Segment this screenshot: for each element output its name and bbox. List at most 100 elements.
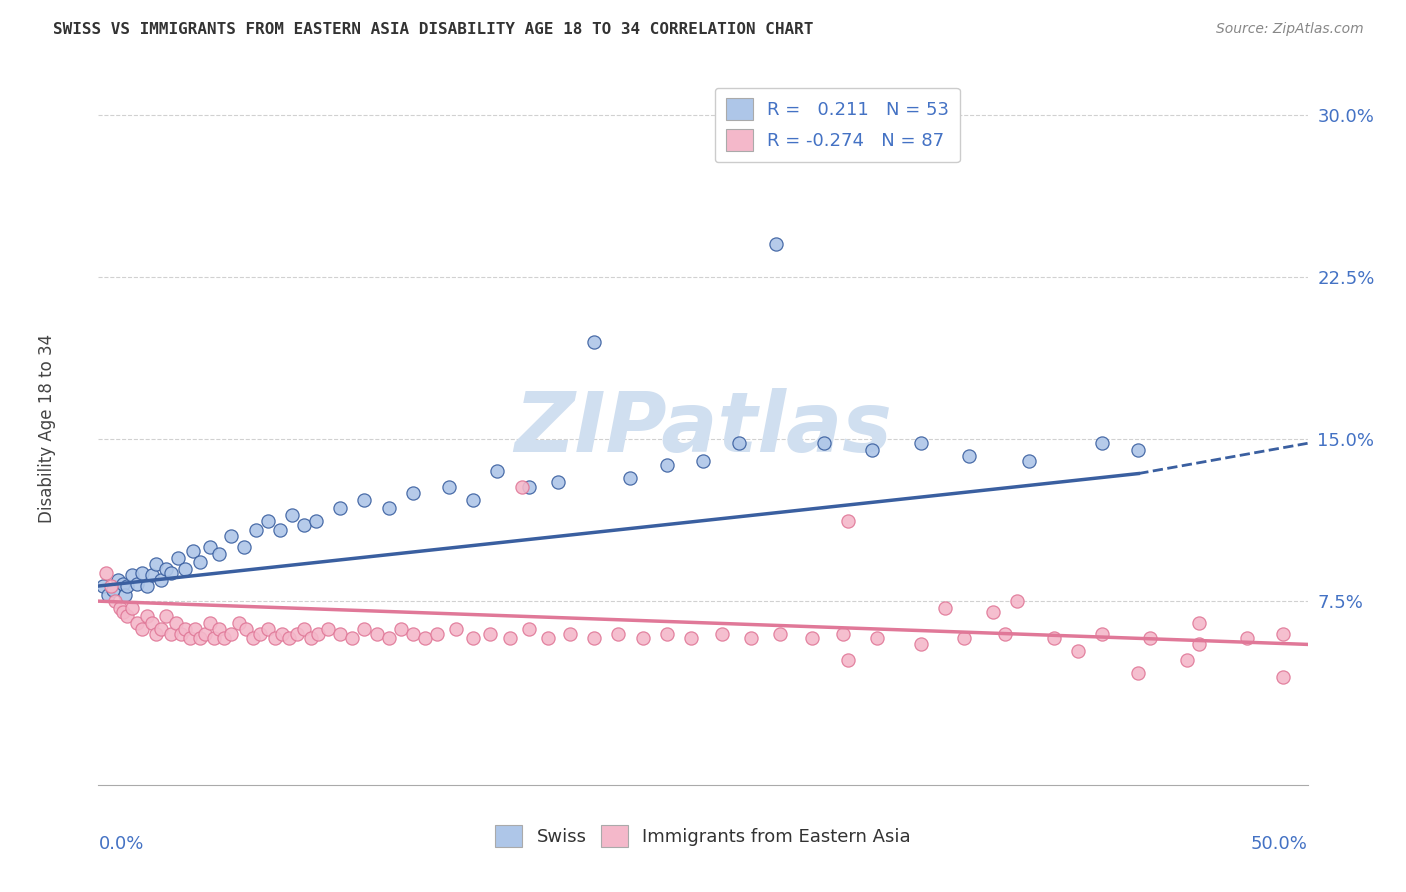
Point xyxy=(728,436,751,450)
Point xyxy=(292,622,315,636)
Point xyxy=(108,600,131,615)
Point xyxy=(558,626,581,640)
Point xyxy=(155,562,177,576)
Point xyxy=(486,464,509,478)
Text: ZIPatlas: ZIPatlas xyxy=(515,388,891,468)
Point xyxy=(1018,453,1040,467)
Point xyxy=(800,631,823,645)
Point xyxy=(141,615,163,630)
Point xyxy=(111,605,134,619)
Point xyxy=(127,615,149,630)
Point xyxy=(104,594,127,608)
Point xyxy=(208,622,231,636)
Point xyxy=(160,626,183,640)
Point xyxy=(135,609,157,624)
Point xyxy=(228,615,250,630)
Point xyxy=(184,622,207,636)
Point xyxy=(1272,626,1295,640)
Point xyxy=(329,626,352,640)
Point xyxy=(981,605,1004,619)
Point xyxy=(232,540,254,554)
Point xyxy=(517,479,540,493)
Text: 0.0%: 0.0% xyxy=(98,835,143,853)
Point xyxy=(366,626,388,640)
Point xyxy=(413,631,436,645)
Point xyxy=(155,609,177,624)
Point xyxy=(353,492,375,507)
Point xyxy=(377,631,399,645)
Point xyxy=(655,458,678,472)
Point xyxy=(94,566,117,580)
Point xyxy=(837,514,859,528)
Text: Source: ZipAtlas.com: Source: ZipAtlas.com xyxy=(1216,22,1364,37)
Point xyxy=(402,486,425,500)
Point xyxy=(198,540,221,554)
Point xyxy=(1188,615,1211,630)
Point xyxy=(957,450,980,464)
Point xyxy=(463,492,485,507)
Point xyxy=(711,626,734,640)
Point xyxy=(329,501,352,516)
Point xyxy=(498,631,520,645)
Point xyxy=(188,555,211,569)
Point xyxy=(305,514,328,528)
Point xyxy=(145,558,167,572)
Point xyxy=(167,550,190,565)
Point xyxy=(1236,631,1258,645)
Point xyxy=(1188,637,1211,651)
Point xyxy=(245,523,267,537)
Point xyxy=(316,622,339,636)
Point xyxy=(145,626,167,640)
Point xyxy=(866,631,889,645)
Point xyxy=(389,622,412,636)
Point xyxy=(1272,670,1295,684)
Point xyxy=(256,622,278,636)
Point xyxy=(127,577,149,591)
Point xyxy=(194,626,217,640)
Legend: Swiss, Immigrants from Eastern Asia: Swiss, Immigrants from Eastern Asia xyxy=(488,818,918,855)
Point xyxy=(910,436,932,450)
Point xyxy=(299,631,322,645)
Point xyxy=(583,631,606,645)
Point xyxy=(165,615,187,630)
Point xyxy=(1128,665,1150,680)
Point xyxy=(278,631,301,645)
Point xyxy=(174,622,197,636)
Point xyxy=(249,626,271,640)
Point xyxy=(1007,594,1029,608)
Point xyxy=(655,626,678,640)
Point xyxy=(235,622,257,636)
Point xyxy=(769,626,792,640)
Point xyxy=(860,442,883,457)
Point xyxy=(271,626,294,640)
Point xyxy=(517,622,540,636)
Point xyxy=(221,529,243,543)
Point xyxy=(101,583,124,598)
Point xyxy=(1139,631,1161,645)
Point xyxy=(953,631,976,645)
Point xyxy=(117,579,139,593)
Point xyxy=(121,568,143,582)
Point xyxy=(772,140,794,154)
Text: SWISS VS IMMIGRANTS FROM EASTERN ASIA DISABILITY AGE 18 TO 34 CORRELATION CHART: SWISS VS IMMIGRANTS FROM EASTERN ASIA DI… xyxy=(53,22,814,37)
Point xyxy=(1091,626,1114,640)
Point xyxy=(264,631,287,645)
Point xyxy=(353,622,375,636)
Point xyxy=(160,566,183,580)
Point xyxy=(1042,631,1064,645)
Point xyxy=(910,637,932,651)
Point xyxy=(837,652,859,666)
Point xyxy=(463,631,485,645)
Point xyxy=(1067,644,1090,658)
Point xyxy=(256,514,278,528)
Point xyxy=(1128,442,1150,457)
Y-axis label: Disability Age 18 to 34: Disability Age 18 to 34 xyxy=(38,334,56,523)
Point xyxy=(583,334,606,349)
Point xyxy=(91,579,114,593)
Point xyxy=(242,631,264,645)
Point xyxy=(204,631,226,645)
Point xyxy=(269,523,291,537)
Point xyxy=(174,562,197,576)
Point xyxy=(994,626,1017,640)
Point xyxy=(308,626,330,640)
